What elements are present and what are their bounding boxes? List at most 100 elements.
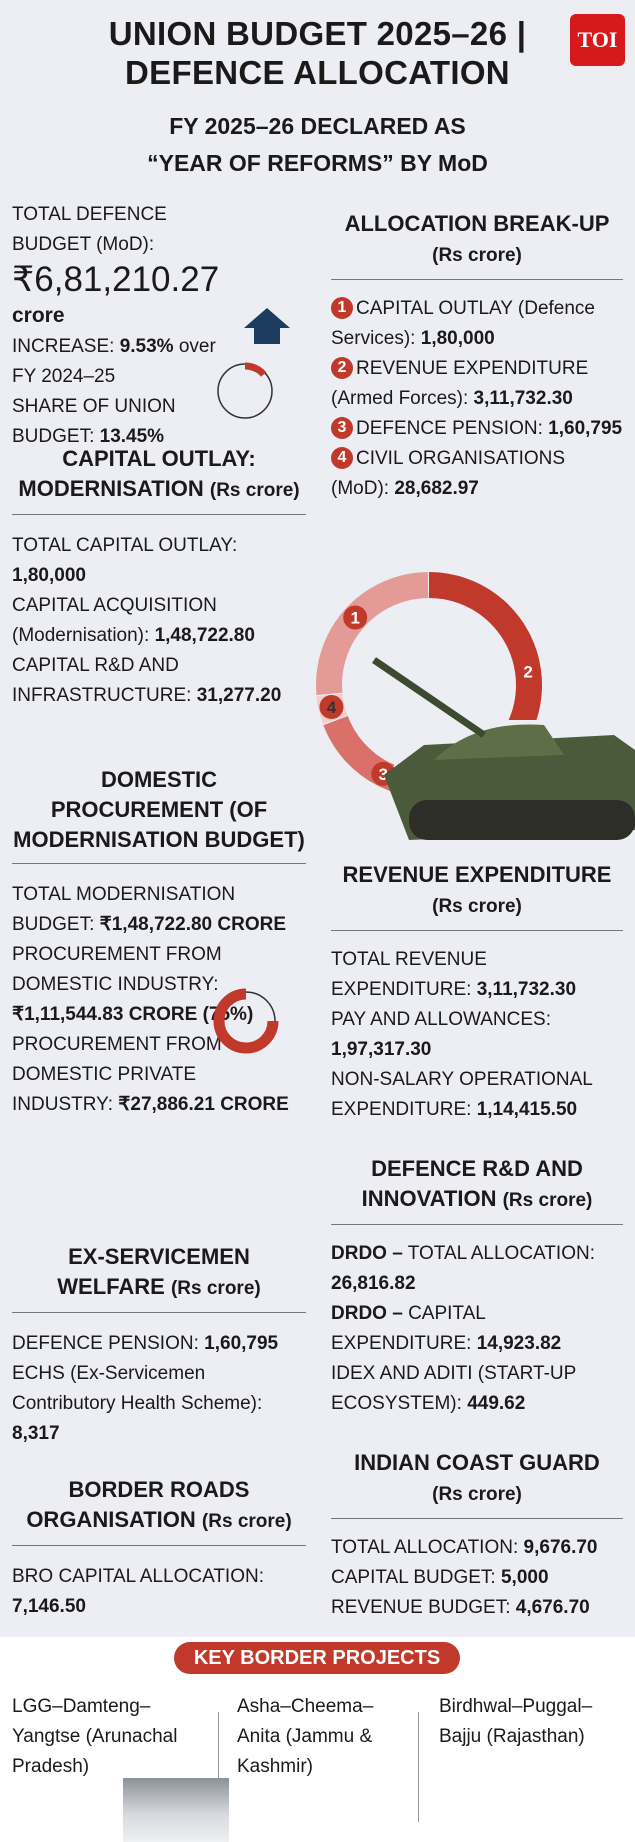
slice-label: 4: [327, 698, 337, 717]
border-project-item: Asha–Cheema–Anita (Jammu & Kashmir): [237, 1696, 374, 1777]
section-title: CAPITAL OUTLAY: MODERNISATION (Rs crore): [12, 444, 306, 515]
item-label-bold: DRDO –: [331, 1303, 403, 1324]
item-value: 14,923.82: [476, 1333, 562, 1354]
up-arrow-icon: [244, 308, 290, 344]
item-label: CAPITAL ACQUISITION (Modernisation):: [12, 595, 217, 646]
list-item: DEFENCE PENSION: 1,60,795: [12, 1329, 306, 1359]
section-title: REVENUE EXPENDITURE (Rs crore): [331, 860, 623, 931]
item-value: ₹27,886.21 CRORE: [118, 1094, 289, 1115]
item-label: TOTAL REVENUE EXPENDITURE:: [331, 949, 487, 1000]
bro-section: BORDER ROADS ORGANISATION (Rs crore) BRO…: [12, 1475, 306, 1622]
list-item: TOTAL CAPITAL OUTLAY: 1,80,000: [12, 531, 306, 591]
item-label: ECHS (Ex-Servicemen Contributory Health …: [12, 1363, 263, 1414]
item-label: NON-SALARY OPERATIONAL EXPENDITURE:: [331, 1069, 593, 1120]
total-budget-block: TOTAL DEFENCE BUDGET (MoD): ₹6,81,210.27…: [12, 204, 220, 447]
list-item: PAY AND ALLOWANCES: 1,97,317.30: [331, 1005, 623, 1065]
slice-label: 1: [350, 609, 359, 628]
item-label: DEFENCE PENSION:: [356, 418, 543, 439]
item-label: BRO CAPITAL ALLOCATION:: [12, 1566, 264, 1587]
domestic-donut: [213, 988, 279, 1054]
item-value: 1,60,795: [548, 418, 623, 439]
item-label: TOTAL MODERNISATION BUDGET:: [12, 884, 236, 935]
capital-outlay-section: CAPITAL OUTLAY: MODERNISATION (Rs crore)…: [12, 444, 306, 711]
list-item: 4 CIVIL ORGANISATIONS (MoD): 28,682.97: [331, 444, 623, 504]
list-item: TOTAL MODERNISATION BUDGET: ₹1,48,722.80…: [12, 880, 292, 940]
section-title: BORDER ROADS ORGANISATION (Rs crore): [12, 1475, 306, 1546]
list-item: CAPITAL R&D AND INFRASTRUCTURE: 31,277.2…: [12, 651, 306, 711]
item-label: TOTAL ALLOCATION:: [407, 1243, 595, 1264]
subtitle: FY 2025–26 DECLARED AS “YEAR OF REFORMS” …: [147, 113, 488, 176]
list-item: CAPITAL ACQUISITION (Modernisation): 1,4…: [12, 591, 306, 651]
number-badge: 4: [331, 447, 353, 469]
item-value: 449.62: [467, 1393, 526, 1414]
slice-label: 3: [379, 765, 388, 784]
item-label: CAPITAL R&D AND INFRASTRUCTURE:: [12, 655, 192, 706]
list-item: TOTAL REVENUE EXPENDITURE: 3,11,732.30: [331, 945, 623, 1005]
item-label: REVENUE BUDGET:: [331, 1597, 511, 1618]
ex-servicemen-section: EX-SERVICEMEN WELFARE (Rs crore) DEFENCE…: [12, 1242, 306, 1449]
item-value: 4,676.70: [515, 1597, 590, 1618]
number-badge: 2: [331, 357, 353, 379]
list-item: IDEX AND ADITI (START-UP ECOSYSTEM): 449…: [331, 1359, 623, 1419]
number-badge: 3: [331, 417, 353, 439]
item-label: CAPITAL OUTLAY (Defence Services):: [331, 298, 595, 349]
item-value: 5,000: [500, 1567, 549, 1588]
list-item: 2 REVENUE EXPENDITURE (Armed Forces): 3,1…: [331, 354, 623, 414]
item-label: TOTAL ALLOCATION:: [331, 1537, 519, 1558]
allocation-section: ALLOCATION BREAK-UP (Rs crore) 1 CAPITAL O…: [331, 209, 623, 504]
list-item: REVENUE BUDGET: 4,676.70: [331, 1593, 623, 1623]
tank-barrel: [372, 657, 486, 738]
item-value: 1,97,317.30: [331, 1039, 432, 1060]
section-title: EX-SERVICEMEN WELFARE (Rs crore): [12, 1242, 306, 1313]
item-label: DEFENCE PENSION:: [12, 1333, 199, 1354]
item-value: 26,816.82: [331, 1273, 416, 1294]
item-value: 1,60,795: [204, 1333, 279, 1354]
list-item: DRDO – TOTAL ALLOCATION: 26,816.82: [331, 1239, 623, 1299]
donut-slice-1: [316, 572, 429, 696]
item-label: CAPITAL EXPENDITURE:: [331, 1303, 486, 1354]
item-label: PAY AND ALLOWANCES:: [331, 1009, 551, 1030]
page-title: UNION BUDGET 2025–26 | DEFENCE ALLOCATION: [108, 15, 527, 91]
share-donut: [217, 362, 273, 419]
item-value: 8,317: [12, 1423, 60, 1444]
section-title: INDIAN COAST GUARD (Rs crore): [331, 1448, 623, 1519]
item-label: IDEX AND ADITI (START-UP ECOSYSTEM):: [331, 1363, 576, 1414]
slice-badge: [319, 694, 344, 719]
item-value: 3,11,732.30: [476, 979, 577, 1000]
list-item: PROCUREMENT FROM DOMESTIC INDUSTRY: ₹1,1…: [12, 940, 292, 1030]
slice-badge: [343, 605, 368, 630]
item-label: PROCUREMENT FROM DOMESTIC PRIVATE INDUST…: [12, 1034, 222, 1115]
key-border-projects-title: KEY BORDER PROJECTS: [174, 1642, 460, 1674]
share-arc: [244, 362, 267, 377]
domestic-arc: [213, 988, 279, 1054]
list-item: PROCUREMENT FROM DOMESTIC PRIVATE INDUST…: [12, 1030, 292, 1120]
item-value: 3,11,732.30: [473, 388, 573, 409]
item-value: ₹1,48,722.80 CRORE: [99, 914, 286, 935]
item-value: 1,48,722.80: [154, 625, 255, 646]
coast-guard-section: INDIAN COAST GUARD (Rs crore) TOTAL ALLOC…: [331, 1448, 623, 1623]
item-value: 1,80,000: [420, 328, 495, 349]
list-item: 1 CAPITAL OUTLAY (Defence Services): 1,80…: [331, 294, 623, 354]
tank-turret: [434, 724, 564, 760]
domestic-procurement-section: DOMESTIC PROCUREMENT (OF MODERNISATION B…: [12, 765, 306, 1120]
item-value: 9,676.70: [523, 1537, 598, 1558]
list-item: BRO CAPITAL ALLOCATION: 7,146.50: [12, 1562, 306, 1622]
item-value: 7,146.50: [12, 1596, 86, 1617]
list-item: DRDO – CAPITAL EXPENDITURE: 14,923.82: [331, 1299, 623, 1359]
toi-logo[interactable]: TOI: [570, 14, 625, 66]
item-value: 1,14,415.50: [476, 1099, 578, 1120]
list-item: NON-SALARY OPERATIONAL EXPENDITURE: 1,14…: [331, 1065, 623, 1125]
allocation-donut-chart: 2 3 4 1: [316, 572, 635, 840]
list-item: ECHS (Ex-Servicemen Contributory Health …: [12, 1359, 306, 1449]
border-project-item: LGG–Damteng–Yangtse (Arunachal Pradesh): [12, 1696, 178, 1777]
divider: [418, 1712, 419, 1822]
section-title: DEFENCE R&D AND INNOVATION (Rs crore): [331, 1154, 623, 1225]
revenue-section: REVENUE EXPENDITURE (Rs crore) TOTAL REV…: [331, 860, 623, 1125]
section-title: ALLOCATION BREAK-UP (Rs crore): [331, 209, 623, 280]
slice-label: 2: [523, 663, 532, 682]
border-project-item: Birdhwal–Puggal–Bajju (Rajasthan): [439, 1696, 593, 1747]
item-label: PROCUREMENT FROM DOMESTIC INDUSTRY:: [12, 944, 222, 995]
rnd-section: DEFENCE R&D AND INNOVATION (Rs crore) DR…: [331, 1154, 623, 1419]
item-label: REVENUE EXPENDITURE (Armed Forces):: [331, 358, 589, 409]
item-label: CAPITAL BUDGET:: [331, 1567, 496, 1588]
